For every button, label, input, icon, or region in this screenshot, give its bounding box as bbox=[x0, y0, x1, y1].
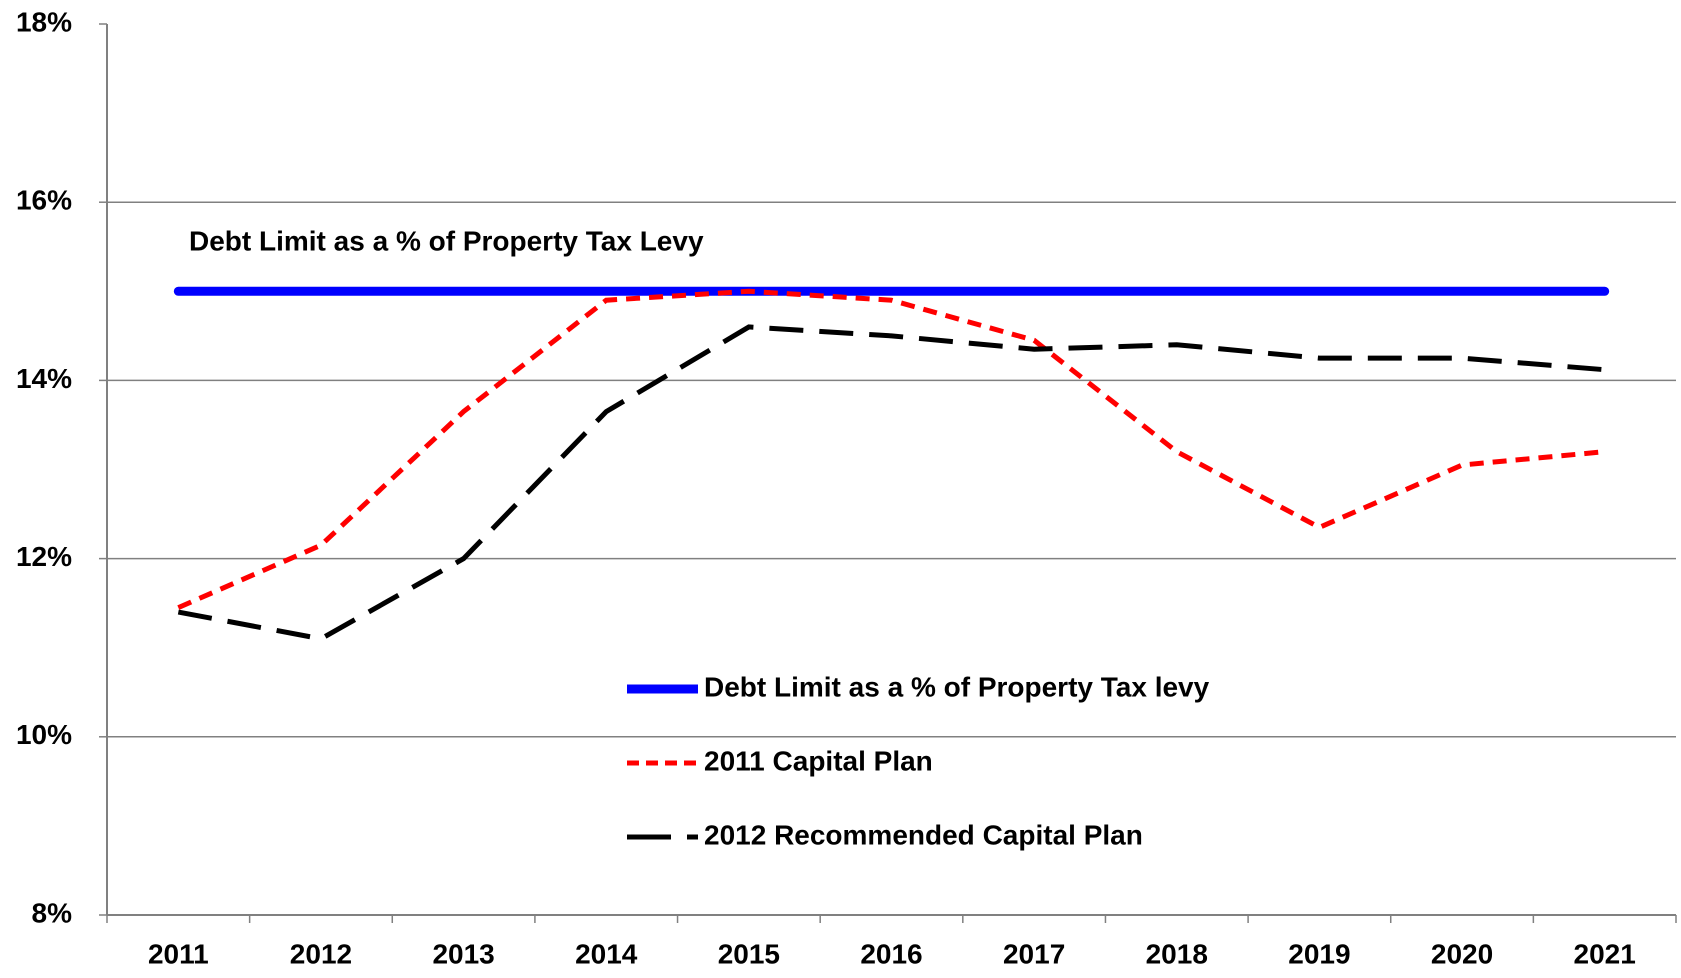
y-tick-label: 8% bbox=[32, 897, 73, 928]
y-tick-label: 12% bbox=[16, 541, 72, 572]
x-tick-label: 2017 bbox=[1003, 938, 1065, 969]
x-tick-label: 2012 bbox=[290, 938, 352, 969]
x-tick-label: 2014 bbox=[575, 938, 638, 969]
y-tick-label: 14% bbox=[16, 363, 72, 394]
x-tick-label: 2020 bbox=[1431, 938, 1493, 969]
x-tick-label: 2016 bbox=[860, 938, 922, 969]
annotation: Debt Limit as a % of Property Tax Levy bbox=[189, 225, 704, 256]
x-tick-label: 2019 bbox=[1288, 938, 1350, 969]
legend-label: 2012 Recommended Capital Plan bbox=[704, 819, 1143, 850]
series-line bbox=[177, 324, 1605, 642]
x-tick-label: 2015 bbox=[718, 938, 780, 969]
y-tick-label: 18% bbox=[16, 6, 72, 37]
series-line bbox=[177, 288, 1605, 610]
x-tick-label: 2011 bbox=[148, 938, 209, 969]
y-tick-label: 16% bbox=[16, 185, 72, 216]
x-tick-label: 2013 bbox=[432, 938, 494, 969]
x-tick-label: 2021 bbox=[1574, 938, 1636, 969]
y-tick-label: 10% bbox=[16, 719, 72, 750]
x-tick-label: 2018 bbox=[1146, 938, 1208, 969]
legend-label: 2011 Capital Plan bbox=[704, 745, 933, 776]
legend-label: Debt Limit as a % of Property Tax levy bbox=[704, 671, 1210, 702]
